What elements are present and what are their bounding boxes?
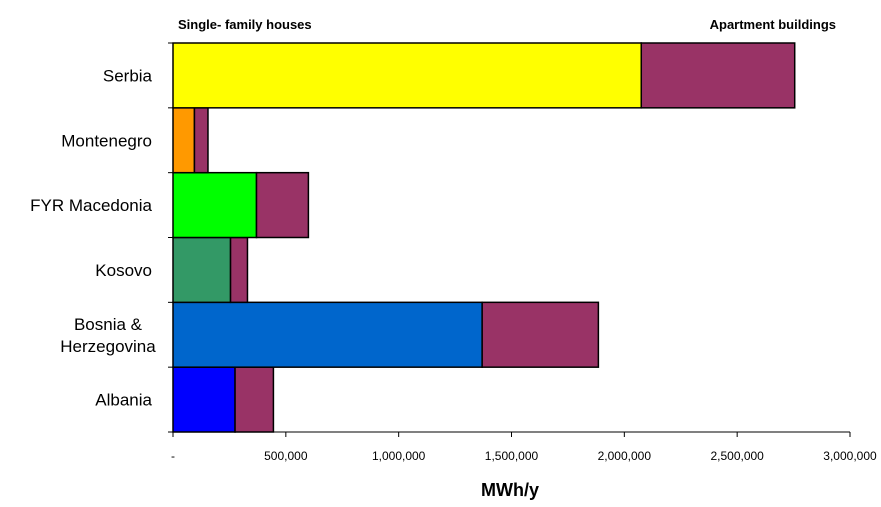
bar-montenegro-apartment [193, 107, 209, 174]
category-label-fyr-macedonia: FYR Macedonia [30, 196, 152, 215]
bar-fyr-macedonia-apartment [255, 171, 310, 239]
category-labels: Albania Bosnia & Herzegovina Kosovo FYR Mace… [30, 66, 156, 409]
bar-montenegro-single-family [172, 107, 196, 174]
x-axis-title: MWh/y [481, 480, 539, 500]
bars-layer [172, 42, 796, 433]
bar-albania-apartment [234, 366, 275, 433]
x-tick-label: 2,000,000 [598, 449, 652, 463]
legend-label-single-family: Single- family houses [178, 17, 312, 32]
bar-kosovo-apartment [229, 236, 249, 304]
bar-kosovo-single-family [172, 236, 232, 304]
category-label-kosovo: Kosovo [95, 261, 152, 280]
category-label-albania: Albania [95, 391, 152, 410]
x-tick-labels: - 500,000 1,000,000 1,500,000 2,000,000 2,500… [171, 449, 877, 463]
x-tick-label: 500,000 [264, 449, 308, 463]
x-tick-label: 1,500,000 [485, 449, 539, 463]
bar-bosnia-herzegovina-apartment [481, 301, 600, 368]
x-tick-label: 3,000,000 [823, 449, 877, 463]
x-tick-label: 1,000,000 [372, 449, 426, 463]
axis-layer [168, 42, 851, 437]
category-label-bosnia-herzegovina: Bosnia & Herzegovina [60, 315, 156, 356]
bar-serbia-apartment [640, 42, 796, 109]
x-tick-label: 2,500,000 [710, 449, 764, 463]
legend-label-apartment: Apartment buildings [710, 17, 836, 32]
x-tick-label: - [171, 449, 175, 463]
bar-albania-single-family [172, 366, 236, 433]
bar-serbia-single-family [172, 42, 643, 109]
bar-bosnia-herzegovina-single-family [172, 301, 483, 368]
bar-fyr-macedonia-single-family [172, 171, 258, 239]
category-label-serbia: Serbia [103, 66, 153, 85]
category-label-montenegro: Montenegro [61, 131, 152, 150]
